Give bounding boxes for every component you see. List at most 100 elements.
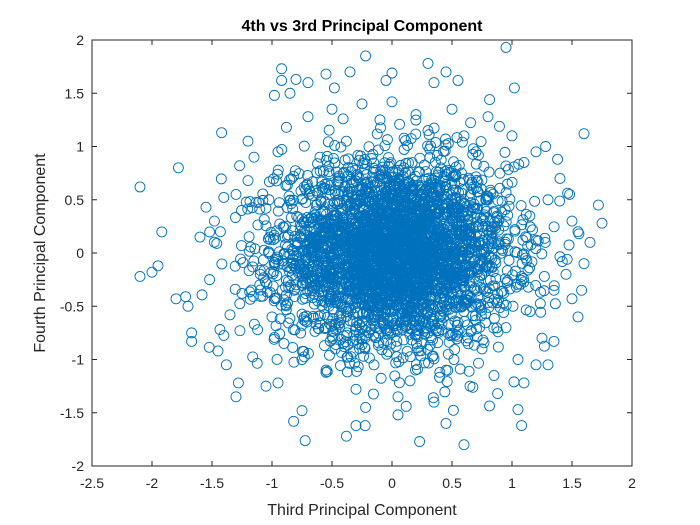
data-point [243, 265, 255, 277]
data-point [452, 316, 464, 328]
data-point [388, 178, 399, 190]
data-point [317, 257, 329, 269]
data-point [414, 436, 426, 447]
data-point [428, 122, 440, 134]
data-point [411, 363, 423, 375]
data-point [397, 352, 409, 364]
data-point [393, 295, 404, 307]
data-point [371, 203, 383, 214]
data-point [511, 247, 523, 258]
data-point [394, 307, 406, 319]
data-point [252, 219, 264, 231]
data-point [473, 259, 485, 271]
data-point [391, 351, 403, 363]
data-point [538, 270, 550, 282]
data-point [389, 293, 401, 305]
data-point [385, 203, 397, 215]
data-point [500, 187, 512, 199]
data-point [487, 280, 499, 292]
data-point [480, 205, 492, 217]
data-point [235, 253, 247, 265]
data-point [372, 214, 384, 226]
data-point [560, 268, 572, 280]
data-point [435, 162, 447, 174]
data-point [384, 279, 396, 291]
data-point [319, 340, 330, 352]
data-point [561, 253, 573, 265]
data-point [452, 286, 463, 298]
data-point [327, 303, 339, 315]
data-point [506, 176, 518, 188]
data-point [360, 321, 372, 333]
data-point [323, 184, 335, 196]
data-point [494, 167, 506, 179]
data-point [549, 298, 561, 310]
data-point [333, 311, 345, 322]
data-point [277, 221, 289, 233]
data-point [327, 312, 339, 324]
data-point [373, 285, 385, 297]
data-point [454, 363, 466, 375]
data-point [350, 383, 362, 395]
data-point [416, 304, 428, 316]
data-point [327, 325, 339, 337]
data-point [342, 221, 354, 233]
data-point [312, 295, 324, 307]
data-point [296, 193, 308, 205]
data-point [492, 388, 504, 400]
data-point [309, 325, 321, 337]
data-point [284, 279, 296, 291]
data-point [439, 182, 451, 194]
data-point [434, 366, 446, 378]
data-point [498, 220, 510, 232]
data-point [418, 303, 430, 315]
data-point [450, 204, 462, 216]
data-point [404, 328, 416, 340]
data-point [352, 149, 364, 161]
data-point [354, 230, 366, 242]
data-point [489, 293, 500, 305]
data-point [412, 222, 424, 234]
data-point [398, 132, 410, 144]
data-point [272, 168, 284, 180]
data-point [438, 273, 450, 285]
data-point [401, 345, 413, 357]
data-point [328, 255, 339, 267]
data-point [395, 209, 406, 221]
data-point [260, 380, 272, 392]
data-point [389, 305, 401, 317]
x-tick-label: 2 [628, 475, 636, 491]
data-point [350, 175, 362, 187]
data-point [347, 316, 359, 328]
data-point [410, 364, 421, 376]
ticks-layer: -2.5 -2 -1.5 -1 -0.5 0 0.5 1 1.5 2-2-1.5-1-0.500.… [60, 32, 636, 491]
data-point [369, 195, 381, 207]
data-point [387, 312, 399, 324]
data-point [194, 231, 206, 243]
y-tick-label: 2 [76, 32, 84, 48]
data-point [353, 154, 365, 166]
data-point [357, 259, 369, 271]
x-tick-label: -2 [146, 475, 159, 491]
data-point [468, 339, 480, 351]
data-point [204, 274, 216, 286]
data-point [509, 265, 521, 277]
data-point [340, 194, 352, 206]
data-point [522, 281, 534, 293]
data-point [439, 145, 451, 157]
data-point [432, 190, 444, 202]
data-point [247, 290, 259, 302]
data-point [467, 148, 479, 160]
data-point [259, 276, 271, 288]
data-point [499, 273, 511, 285]
data-point [295, 327, 307, 339]
data-point [323, 124, 335, 136]
data-point [336, 347, 347, 358]
data-point [497, 244, 509, 256]
data-point [475, 310, 487, 322]
data-point [354, 293, 366, 305]
data-point [489, 220, 501, 232]
data-point [522, 264, 534, 276]
data-point [495, 243, 507, 255]
data-point [276, 75, 288, 86]
